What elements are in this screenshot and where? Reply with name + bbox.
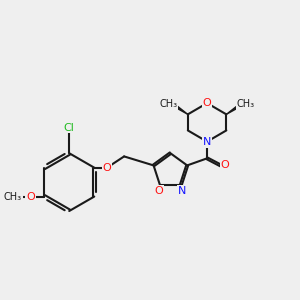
Polygon shape xyxy=(226,104,241,114)
Text: O: O xyxy=(221,160,230,170)
Text: O: O xyxy=(26,192,35,202)
Text: CH₃: CH₃ xyxy=(160,99,178,109)
Text: O: O xyxy=(203,98,212,108)
Text: CH₃: CH₃ xyxy=(237,99,255,109)
Text: N: N xyxy=(203,137,211,147)
Text: CH₃: CH₃ xyxy=(4,192,22,202)
Text: O: O xyxy=(154,186,163,196)
Text: O: O xyxy=(103,163,112,173)
Polygon shape xyxy=(174,104,188,114)
Text: N: N xyxy=(203,137,211,147)
Text: Cl: Cl xyxy=(64,122,75,133)
Text: N: N xyxy=(178,186,187,196)
